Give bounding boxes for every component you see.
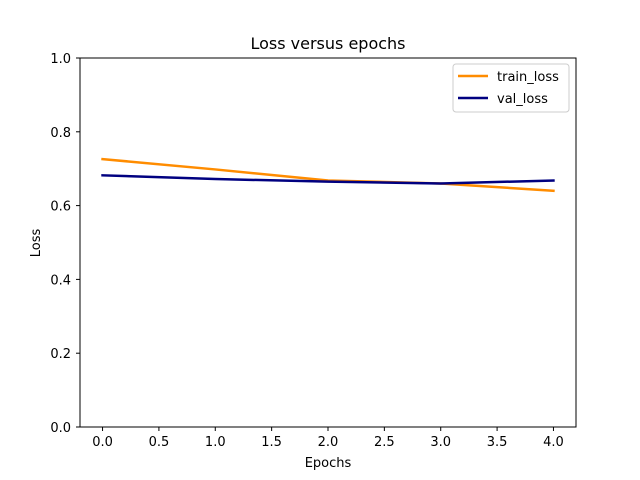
y-tick-label: 0.2 — [50, 347, 71, 362]
chart-title: Loss versus epochs — [250, 34, 405, 53]
axes: 0.0 0.5 1.0 1.5 2.0 2.5 3.0 3.5 4.0 0.0 0.2 0.4 0.6 0… — [50, 52, 577, 450]
y-tick-label: 1.0 — [50, 52, 71, 67]
y-tick-label: 0.8 — [50, 126, 71, 141]
x-tick-label: 2.5 — [374, 435, 395, 450]
series-line-train-loss — [101, 157, 555, 193]
plot-frame — [79, 57, 577, 428]
legend-label-val-loss: val_loss — [497, 92, 548, 107]
y-tick-label: 0.0 — [50, 421, 71, 436]
x-tick-label: 1.5 — [261, 435, 282, 450]
y-axis-title: Loss — [29, 229, 44, 258]
x-tick-label: 4.0 — [543, 435, 564, 450]
legend: train_loss val_loss — [452, 63, 570, 113]
y-tick-label: 0.4 — [50, 273, 71, 288]
x-tick-label: 3.0 — [430, 435, 451, 450]
x-tick-label: 0.5 — [149, 435, 170, 450]
x-tick-label: 3.5 — [487, 435, 508, 450]
x-tick-label: 1.0 — [205, 435, 226, 450]
x-tick-label: 0.0 — [92, 435, 113, 450]
legend-label-train-loss: train_loss — [497, 70, 559, 85]
x-axis-title: Epochs — [305, 456, 352, 471]
plot-area — [101, 157, 555, 193]
x-tick-label: 2.0 — [318, 435, 339, 450]
y-tick-label: 0.6 — [50, 200, 71, 215]
